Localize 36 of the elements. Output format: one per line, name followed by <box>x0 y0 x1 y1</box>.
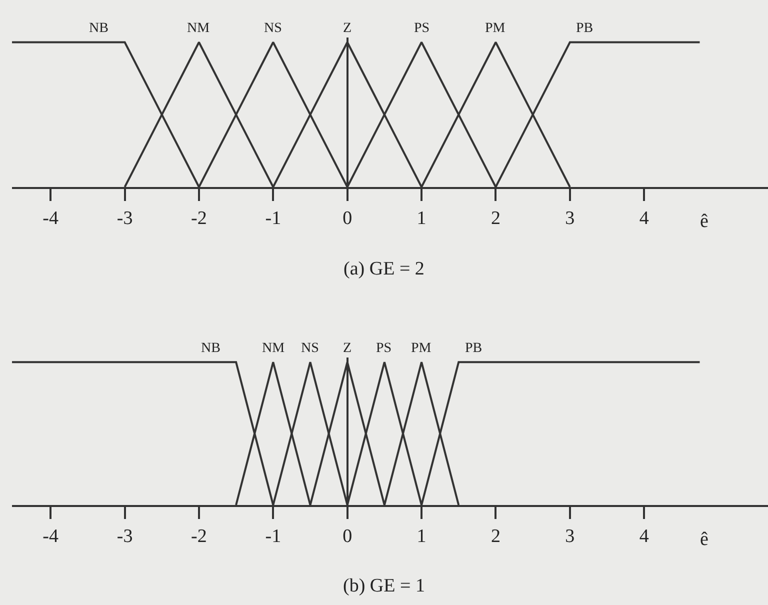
series-label: PS <box>414 21 430 36</box>
x-axis-title: ê <box>700 211 708 232</box>
series-label: NS <box>264 21 282 36</box>
x-tick-label: -1 <box>265 208 282 229</box>
x-tick-label: -3 <box>116 526 133 547</box>
x-tick-label: 3 <box>565 208 575 229</box>
x-tick-label: 0 <box>342 526 352 547</box>
x-tick-label: 0 <box>342 208 352 229</box>
x-tick-label: 2 <box>490 208 500 229</box>
series-label: Z <box>343 21 352 36</box>
series-label: PS <box>376 341 392 356</box>
text: (a) GE = 2 <box>344 258 424 280</box>
series-label: NM <box>187 21 210 36</box>
series-label: Z <box>343 341 352 356</box>
series-label: NS <box>301 341 319 356</box>
series-label: PM <box>485 21 506 36</box>
x-tick-label: 3 <box>565 526 575 547</box>
x-tick-label: 2 <box>490 526 500 547</box>
text: (b) GE = 1 <box>343 576 425 597</box>
series-label: NM <box>262 341 286 356</box>
x-tick-label: 4 <box>639 208 650 229</box>
x-tick-label: -2 <box>191 208 207 229</box>
x-tick-label: -3 <box>116 208 133 229</box>
x-tick-label: -4 <box>42 208 59 229</box>
x-tick-label: -1 <box>265 526 282 547</box>
series-label: NB <box>201 341 220 356</box>
x-tick-label: -4 <box>42 526 59 547</box>
x-tick-label: -2 <box>191 526 207 547</box>
x-tick-label: 1 <box>416 526 426 547</box>
x-tick-label: 4 <box>639 526 650 547</box>
series-label: PB <box>465 341 482 356</box>
series-label: PB <box>576 21 594 36</box>
x-tick-label: 1 <box>416 208 426 229</box>
series-label: NB <box>89 21 108 36</box>
series-label: PM <box>411 341 432 356</box>
x-axis-title: ê <box>700 529 708 550</box>
